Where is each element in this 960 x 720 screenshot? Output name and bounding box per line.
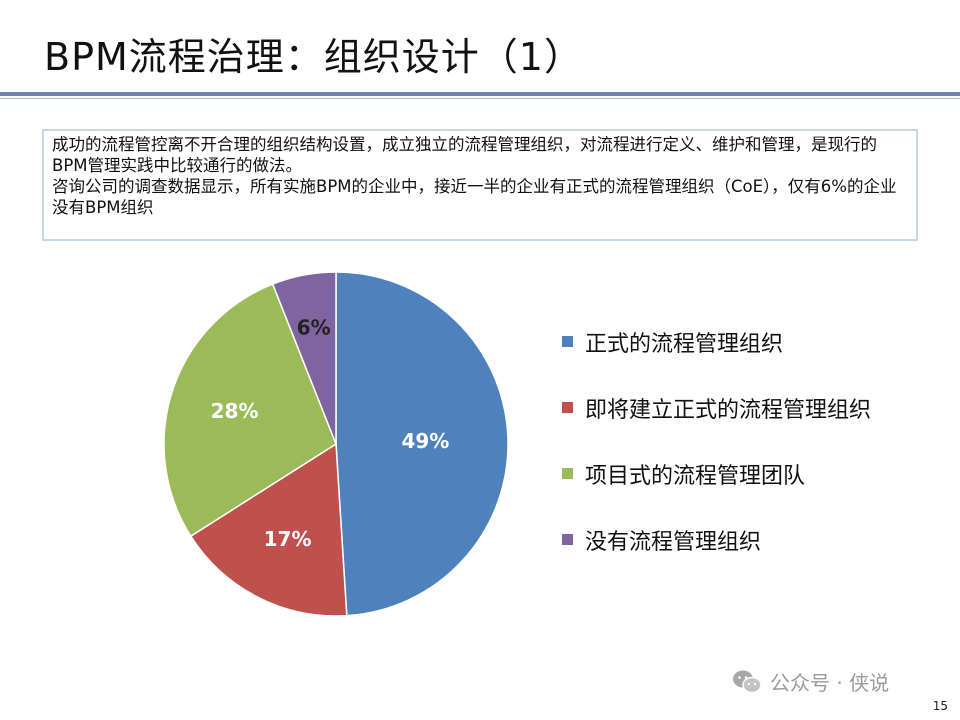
chart-legend: 正式的流程管理组织 即将建立正式的流程管理组织 项目式的流程管理团队 没有流程管…: [562, 326, 871, 590]
data-label-none: 6%: [297, 315, 331, 339]
legend-item: 没有流程管理组织: [562, 524, 871, 590]
watermark-text: 公众号 · 侠说: [770, 671, 890, 695]
legend-item: 项目式的流程管理团队: [562, 458, 871, 524]
intro-paragraph-2: 咨询公司的调查数据显示，所有实施BPM的企业中，接近一半的企业有正式的流程管理组…: [52, 177, 897, 217]
legend-label-formal: 正式的流程管理组织: [585, 332, 784, 357]
data-label-formal: 49%: [401, 429, 449, 453]
legend-label-none: 没有流程管理组织: [585, 530, 762, 555]
pie-slice-formal: [335, 271, 509, 617]
legend-swatch-project: [562, 468, 573, 479]
data-label-upcoming: 17%: [264, 527, 312, 551]
data-label-project: 28%: [211, 399, 259, 423]
page-number: 15: [932, 699, 948, 713]
legend-label-upcoming: 即将建立正式的流程管理组织: [585, 398, 872, 423]
title-divider-thin: [0, 98, 960, 99]
legend-swatch-formal: [562, 336, 573, 347]
legend-swatch-none: [562, 534, 573, 545]
pie-slice-project: [163, 283, 337, 538]
pie-slice-none: [271, 271, 337, 445]
legend-item: 正式的流程管理组织: [562, 326, 871, 392]
watermark: 公众号 · 侠说: [732, 667, 889, 696]
intro-paragraph-1: 成功的流程管控离不开合理的组织结构设置，成立独立的流程管理组织，对流程进行定义、…: [52, 135, 877, 175]
title-divider: [0, 92, 960, 96]
wechat-icon: [733, 670, 762, 693]
slide-title: BPM流程治理：组织设计（1）: [44, 35, 583, 79]
intro-text-box: 成功的流程管控离不开合理的组织结构设置，成立独立的流程管理组织，对流程进行定义、…: [42, 129, 918, 241]
pie-slice-upcoming: [189, 442, 348, 617]
legend-label-project: 项目式的流程管理团队: [585, 464, 806, 489]
legend-item: 即将建立正式的流程管理组织: [562, 392, 871, 458]
legend-swatch-upcoming: [562, 402, 573, 413]
